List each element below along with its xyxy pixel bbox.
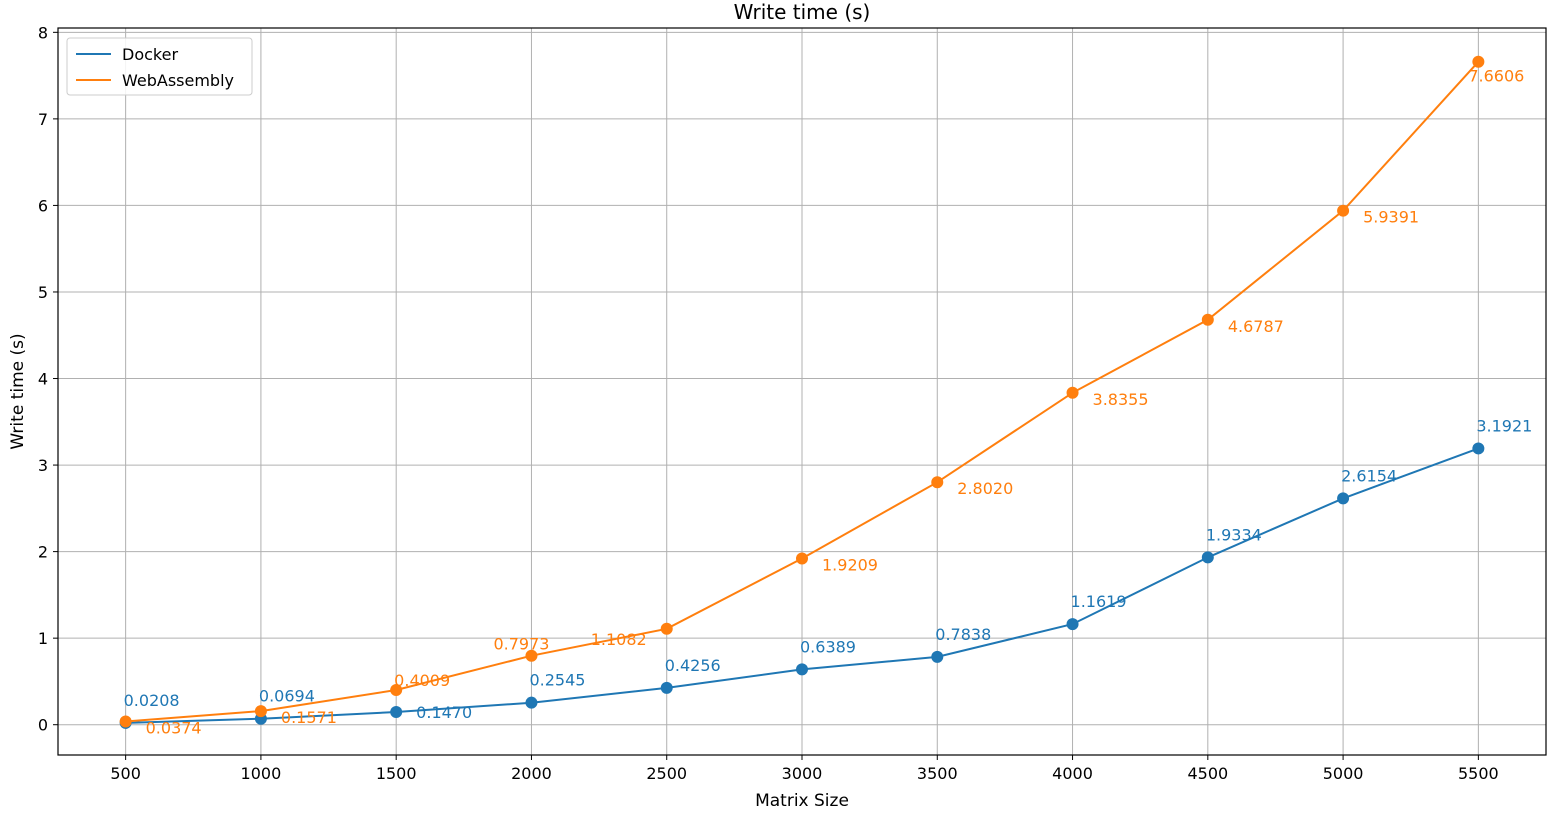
data-point-webassembly	[931, 476, 944, 489]
x-tick-label: 4500	[1187, 764, 1228, 783]
data-point-webassembly	[1066, 386, 1079, 399]
series-lines	[119, 55, 1485, 729]
data-label-docker: 0.6389	[800, 637, 856, 656]
x-tick-label: 1500	[376, 764, 417, 783]
y-tick-label: 8	[38, 23, 48, 42]
data-label-docker: 0.0694	[259, 687, 315, 706]
data-point-webassembly	[525, 649, 538, 662]
data-point-webassembly	[119, 715, 132, 728]
data-point-docker	[1066, 618, 1079, 631]
data-label-webassembly: 7.6606	[1468, 67, 1524, 86]
data-point-docker	[525, 696, 538, 709]
x-tick-label: 1000	[241, 764, 282, 783]
data-label-webassembly: 0.4009	[394, 671, 450, 690]
x-tick-label: 2000	[511, 764, 552, 783]
legend-box	[66, 37, 253, 96]
x-tick-label: 5000	[1323, 764, 1364, 783]
data-point-docker	[1201, 551, 1214, 564]
x-tick-label: 4000	[1052, 764, 1093, 783]
data-point-webassembly	[660, 622, 673, 635]
y-tick-label: 1	[38, 629, 48, 648]
data-label-docker: 2.6154	[1341, 466, 1397, 485]
data-label-webassembly: 5.9391	[1363, 208, 1419, 227]
x-tick-label: 500	[110, 764, 141, 783]
x-tick-label: 2500	[646, 764, 687, 783]
data-label-docker: 0.1470	[416, 703, 472, 722]
data-point-docker	[1337, 492, 1350, 505]
data-label-docker: 0.0208	[124, 691, 180, 710]
data-label-webassembly: 0.7973	[493, 635, 549, 654]
data-point-docker	[660, 681, 673, 694]
y-tick-label: 2	[38, 543, 48, 562]
y-tick-label: 0	[38, 716, 48, 735]
x-axis-label: Matrix Size	[755, 791, 849, 811]
data-label-webassembly: 0.0374	[146, 718, 202, 737]
x-tick-label: 3500	[917, 764, 958, 783]
legend-label-docker: Docker	[122, 45, 178, 64]
data-label-docker: 3.1921	[1476, 416, 1532, 435]
y-tick-label: 3	[38, 456, 48, 475]
grid	[58, 28, 1546, 755]
data-point-webassembly	[1337, 204, 1350, 217]
x-tick-label: 3000	[782, 764, 823, 783]
data-label-webassembly: 3.8355	[1093, 390, 1149, 409]
data-label-docker: 0.2545	[529, 671, 585, 690]
data-label-docker: 0.4256	[665, 656, 721, 675]
chart-title: Write time (s)	[734, 0, 871, 24]
data-point-docker	[1472, 442, 1485, 455]
legend: Docker WebAssembly	[66, 37, 253, 96]
y-tick-label: 6	[38, 196, 48, 215]
data-point-docker	[796, 663, 808, 676]
legend-label-webassembly: WebAssembly	[122, 71, 234, 90]
data-label-webassembly: 2.8020	[957, 479, 1013, 498]
data-point-webassembly	[796, 552, 808, 565]
data-label-webassembly: 1.9209	[822, 555, 878, 574]
data-label-webassembly: 1.1082	[591, 630, 647, 649]
data-point-webassembly	[390, 684, 403, 697]
data-point-docker	[390, 705, 403, 718]
data-point-webassembly	[1472, 55, 1485, 68]
data-point-webassembly	[1201, 313, 1214, 326]
data-label-docker: 0.7838	[935, 625, 991, 644]
data-labels: 0.0208 0.0694 0.1470 0.2545 0.4256 0.6389 0.78…	[124, 67, 1533, 738]
data-label-webassembly: 4.6787	[1228, 317, 1284, 336]
data-point-docker	[931, 650, 944, 663]
y-tick-label: 5	[38, 283, 48, 302]
y-tick-label: 4	[38, 370, 48, 389]
y-axis-label: Write time (s)	[8, 333, 28, 449]
data-label-docker: 1.9334	[1206, 525, 1262, 544]
axis-ticks: 500 1000 1500 2000 2500 3000 3500 4000 4500 5000 5…	[38, 23, 1499, 783]
y-tick-label: 7	[38, 110, 48, 129]
data-label-webassembly: 0.1571	[281, 708, 337, 727]
data-point-webassembly	[254, 705, 267, 718]
data-label-docker: 1.1619	[1071, 592, 1127, 611]
x-tick-label: 5500	[1458, 764, 1499, 783]
